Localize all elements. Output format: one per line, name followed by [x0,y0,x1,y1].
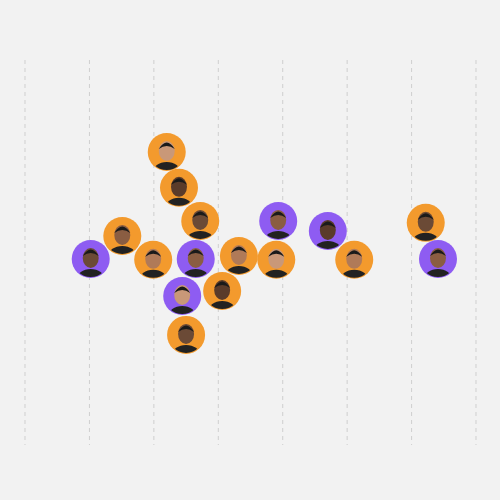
hair [346,250,362,257]
hair [145,250,161,257]
head [83,248,99,268]
shoulders [225,266,253,286]
avatar-face [139,249,167,290]
head [188,248,204,268]
chart [0,0,500,500]
background [0,0,500,500]
head [171,177,187,197]
hair [231,246,247,253]
avatar-face [208,280,236,321]
hair [320,221,336,228]
head [178,324,194,344]
shoulders [262,270,290,290]
avatar-face [172,324,200,365]
head [214,280,230,300]
grid-line [218,60,219,445]
hair [174,287,190,294]
hair [159,143,175,150]
hair [418,213,434,220]
hair [171,178,187,185]
head [268,249,284,269]
hair [430,250,446,257]
hair [268,250,284,257]
head [346,249,362,269]
avatar [257,241,295,290]
head [145,249,161,269]
grid [25,60,476,445]
avatar [134,241,172,290]
avatar-face [262,249,290,290]
shoulders [208,301,236,321]
avatar [419,240,457,289]
avatar-face [108,225,136,266]
hair [214,282,230,289]
head [192,210,208,230]
points [72,133,457,365]
avatar-face [77,248,105,289]
avatar [220,237,258,286]
head [320,220,336,240]
grid-line [476,60,477,445]
grid-line [25,60,26,445]
shoulders [139,270,167,290]
head [159,141,175,161]
hair [83,250,99,257]
avatar [167,316,205,365]
avatar-face [225,245,253,286]
head [418,212,434,232]
shoulders [424,269,452,289]
grid-line [411,60,412,445]
hair [178,325,194,332]
avatar [203,272,241,321]
head [270,210,286,230]
shoulders [340,270,368,290]
hair [114,226,130,233]
shoulders [108,246,136,266]
head [430,248,446,268]
avatar-face [340,249,368,290]
hair [188,250,204,257]
head [231,245,247,265]
avatar [72,240,110,289]
avatar [335,241,373,290]
avatar-face [424,248,452,289]
hair [192,211,208,218]
shoulders [77,269,105,289]
head [174,285,190,305]
hair [270,211,286,218]
head [114,225,130,245]
shoulders [172,345,200,365]
